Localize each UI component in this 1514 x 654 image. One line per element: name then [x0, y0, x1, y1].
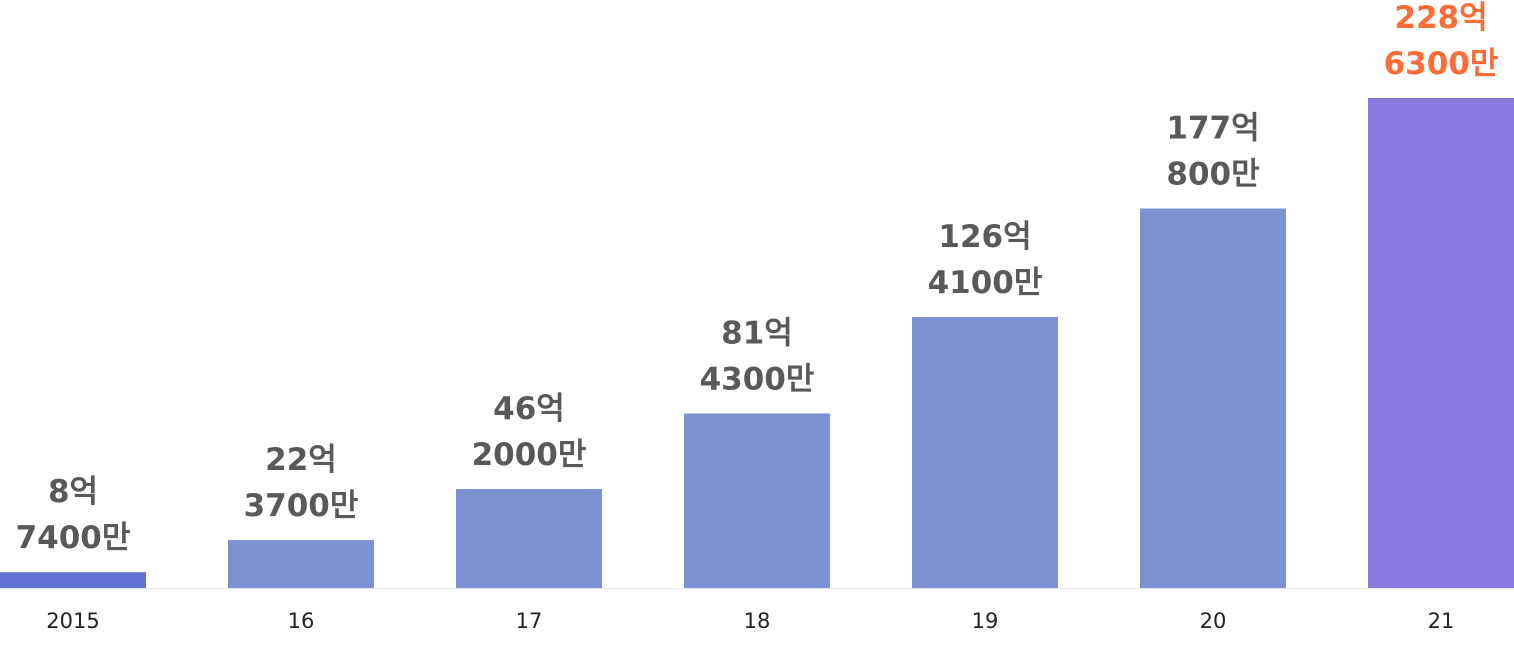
data-label-18-line2: 4300만	[700, 361, 815, 397]
data-label-21-line2: 6300만	[1384, 46, 1499, 82]
bar-19	[912, 317, 1058, 588]
data-label-18-line1: 81억	[721, 315, 793, 351]
data-label-16-line2: 3700만	[244, 488, 359, 524]
bar-21	[1368, 98, 1514, 588]
bar-18	[684, 413, 830, 588]
data-label-20-line2: 800만	[1166, 156, 1259, 192]
data-label-2015-line2: 7400만	[16, 520, 131, 556]
data-label-20-line1: 177억	[1166, 110, 1259, 146]
bar-2015	[0, 572, 146, 588]
data-label-19-line1: 126억	[938, 219, 1031, 255]
bar-17	[456, 488, 602, 588]
x-tick-label-16: 16	[288, 609, 315, 633]
bar-20	[1140, 208, 1286, 588]
x-tick-label-17: 17	[516, 609, 543, 633]
data-label-21-line1: 228억	[1394, 0, 1487, 36]
data-label-17-line1: 46억	[493, 391, 565, 427]
x-tick-label-18: 18	[744, 609, 771, 633]
x-tick-label-2015: 2015	[46, 609, 99, 633]
x-tick-label-20: 20	[1200, 609, 1227, 633]
data-label-17-line2: 2000만	[472, 437, 587, 473]
x-tick-label-21: 21	[1428, 609, 1455, 633]
data-label-16-line1: 22억	[265, 442, 337, 478]
x-tick-label-19: 19	[972, 609, 999, 633]
data-label-19-line2: 4100만	[928, 265, 1043, 301]
data-label-2015-line1: 8억	[48, 474, 98, 510]
bar-16	[228, 540, 374, 588]
